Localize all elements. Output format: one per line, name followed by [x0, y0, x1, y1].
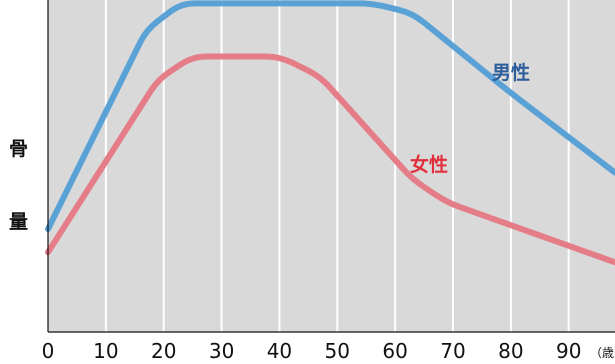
x-tick-50: 50: [325, 339, 350, 363]
series-label-female: 女性: [410, 153, 448, 176]
x-tick-0: 0: [42, 339, 55, 363]
series-lines: [45, 0, 615, 266]
x-tick-30: 30: [209, 339, 234, 363]
ylabel-char-2: 量: [9, 211, 29, 233]
x-tick-40: 40: [267, 339, 292, 363]
x-tick-80: 80: [498, 339, 523, 363]
x-tick-20: 20: [151, 339, 176, 363]
x-tick-10: 10: [93, 339, 118, 363]
x-tick-60: 60: [382, 339, 407, 363]
series-line-1: [45, 53, 615, 266]
x-tick-70: 70: [440, 339, 465, 363]
x-unit-label: （歳）: [590, 346, 615, 360]
x-tick-labels: 0 10 20 30 40 50 60 70 80 90: [42, 339, 582, 363]
plot-background: [48, 0, 615, 332]
x-tick-90: 90: [556, 339, 581, 363]
ylabel-char-1: 骨: [9, 138, 29, 160]
series-label-male: 男性: [492, 61, 530, 84]
series-line-0: [45, 0, 615, 233]
